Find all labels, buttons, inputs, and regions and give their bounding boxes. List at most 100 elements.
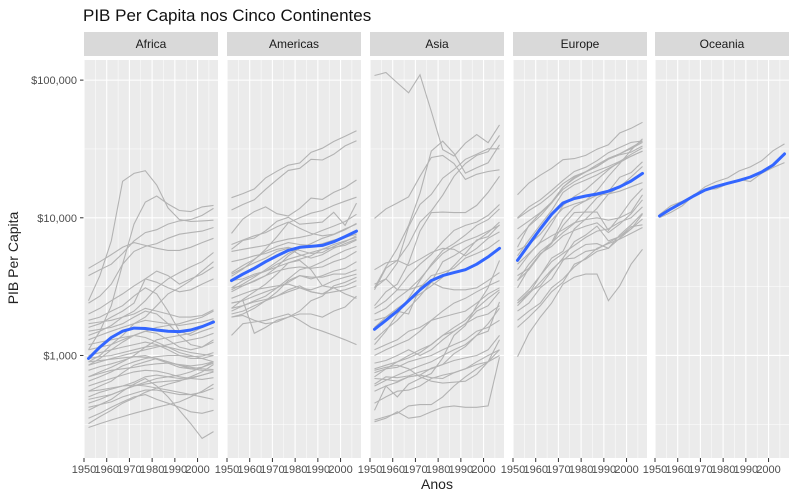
strip-background [513,32,647,56]
x-tick-label: 1960 [237,464,261,476]
x-tick-label: 1970 [403,464,427,476]
country-line [88,361,214,400]
y-axis-title: PIB Per Capita [5,211,21,304]
country-line [374,221,500,341]
smooth-trend-line [230,229,358,283]
country-line [88,266,214,328]
country-line [517,140,643,248]
country-line [231,179,357,234]
country-line [374,272,500,291]
country-line [517,150,643,240]
country-line [374,260,501,411]
country-lines [231,130,357,346]
x-tick-label: 1960 [380,464,404,476]
country-line [374,305,500,370]
country-line [231,276,357,335]
smooth-trend-line [516,171,644,262]
x-tick-label: 1950 [72,464,96,476]
country-line [88,369,214,387]
country-line [231,261,357,318]
country-line [517,182,643,251]
country-line [374,135,500,291]
country-line [374,280,500,351]
country-line [88,394,214,419]
x-tick-label: 1960 [94,464,118,476]
strip-label: Asia [425,37,449,51]
country-line [88,252,214,336]
country-line [517,218,643,328]
strip-background [370,32,504,56]
country-line [88,278,214,315]
country-line [374,307,500,387]
country-line [231,236,357,309]
country-line [88,341,214,360]
country-line [517,224,643,304]
country-line [517,248,643,357]
strip-label: Europe [561,37,600,51]
country-line [374,204,500,309]
x-tick-label: 2000 [756,464,780,476]
country-line [88,356,214,371]
country-line [231,250,357,293]
country-lines [374,71,501,423]
country-line [374,224,500,315]
x-tick-label: 2000 [614,464,638,476]
country-line [231,259,357,299]
country-line [374,175,500,307]
x-tick-label: 1990 [306,464,330,476]
facet-panels: Africa195019601970198019902000Americas19… [72,32,789,476]
country-line [88,345,214,360]
x-tick-label: 1990 [163,464,187,476]
country-line [517,212,643,312]
strip-label: Africa [136,37,167,51]
country-line [231,130,357,199]
country-line [88,318,214,341]
country-line [517,227,643,321]
country-line [87,170,214,301]
country-line [88,237,214,269]
country-line [88,226,214,304]
strip-background [84,32,218,56]
country-line [88,307,214,325]
x-tick-label: 1970 [546,464,570,476]
x-tick-label: 1980 [283,464,307,476]
country-line [374,335,500,385]
x-tick-label: 1970 [688,464,712,476]
country-line [88,261,214,363]
y-tick-label: $10,000 [37,213,77,225]
x-tick-label: 2000 [185,464,209,476]
country-line [517,140,643,219]
country-line [374,71,500,157]
x-tick-label: 1970 [260,464,284,476]
country-line [88,330,214,366]
country-line [374,357,501,423]
x-tick-label: 1990 [449,464,473,476]
x-tick-label: 1960 [665,464,689,476]
y-tick-label: $100,000 [31,75,77,87]
y-tick-label: $1,000 [43,350,77,362]
country-line [88,195,214,351]
smooth-trend-line [87,320,215,360]
country-line [88,207,214,277]
country-line [374,355,500,382]
country-line [231,196,357,277]
country-line [231,213,357,252]
x-tick-label: 1980 [569,464,593,476]
country-line [374,349,500,421]
country-line [374,140,500,289]
country-lines [517,121,643,357]
country-line [374,208,500,345]
country-lines [87,170,214,440]
country-line [517,138,643,281]
country-line [88,364,214,425]
country-line [517,194,643,265]
country-line [231,273,357,309]
country-line [374,231,500,271]
strip-label: Americas [269,37,319,51]
country-line [231,313,357,346]
country-line [231,269,357,304]
